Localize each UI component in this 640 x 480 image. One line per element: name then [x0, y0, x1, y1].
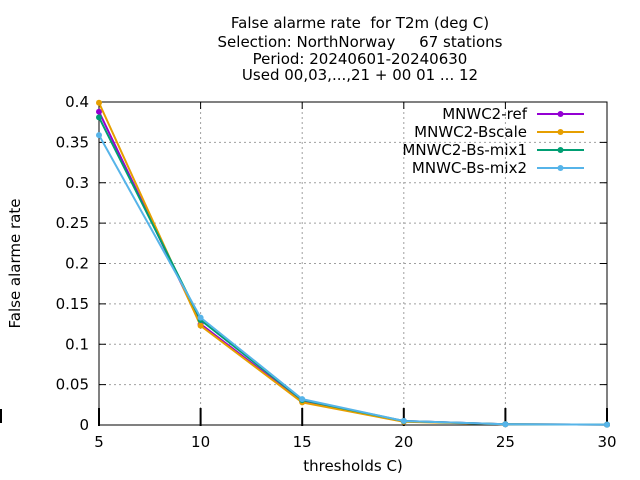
- legend-swatch-marker: [557, 129, 564, 135]
- legend-label: MNWC2-Bscale: [414, 123, 527, 141]
- legend-label: MNWC-Bs-mix2: [412, 159, 527, 177]
- y-tick-label: 0.35: [56, 133, 89, 151]
- axis-ticks: 0 0.05 0.1 0.15 0.2 0.25 0.3 0.35 0.4 5 10 15 20 25 30: [0, 93, 617, 451]
- x-tick-label: 25: [496, 433, 515, 451]
- grid-lines: [99, 102, 607, 425]
- legend-swatch-marker: [557, 165, 564, 171]
- x-tick-label: 30: [597, 433, 616, 451]
- data-point: [604, 421, 610, 428]
- x-tick-label: 15: [293, 433, 312, 451]
- y-tick-label: 0.3: [65, 174, 89, 192]
- data-point: [299, 396, 306, 403]
- y-tick-label: 0.15: [56, 295, 89, 313]
- legend-swatch-marker: [557, 147, 564, 153]
- y-tick-label: 0: [79, 416, 89, 434]
- y-tick-label: 0.05: [56, 376, 89, 394]
- data-point: [197, 322, 204, 329]
- y-tick-label: 0.4: [65, 93, 89, 111]
- title-line-3: Period: 20240601-20240630: [252, 50, 468, 68]
- y-axis-label: False alarme rate: [6, 199, 24, 329]
- y-tick-label: 0.1: [65, 335, 89, 353]
- data-point: [400, 417, 407, 424]
- series-line-3: [98, 134, 608, 426]
- y-tick-label: 0.2: [65, 255, 89, 273]
- data-point: [96, 99, 102, 106]
- legend-label: MNWC2-Bs-mix1: [402, 141, 527, 159]
- data-point: [502, 421, 509, 428]
- x-tick-label: 20: [394, 433, 413, 451]
- legend-label: MNWC2-ref: [442, 105, 527, 123]
- title-line-1: False alarme rate for T2m (deg C): [230, 14, 490, 32]
- legend-swatch-marker: [557, 111, 564, 117]
- x-tick-label: 5: [94, 433, 104, 451]
- title-line-4: Used 00,03,...,21 + 00 01 ... 12: [241, 66, 479, 84]
- data-point: [96, 114, 102, 121]
- x-tick-label: 10: [191, 433, 210, 451]
- data-series: [96, 99, 610, 428]
- data-point: [197, 314, 204, 321]
- title-line-2: Selection: NorthNorway 67 stations: [217, 33, 503, 51]
- x-axis-label: thresholds C): [303, 457, 403, 475]
- data-point: [96, 132, 102, 139]
- y-tick-label: 0.25: [56, 214, 89, 232]
- data-point: [96, 108, 102, 115]
- legend: MNWC2-refMNWC2-BscaleMNWC2-Bs-mix1MNWC-B…: [402, 105, 584, 177]
